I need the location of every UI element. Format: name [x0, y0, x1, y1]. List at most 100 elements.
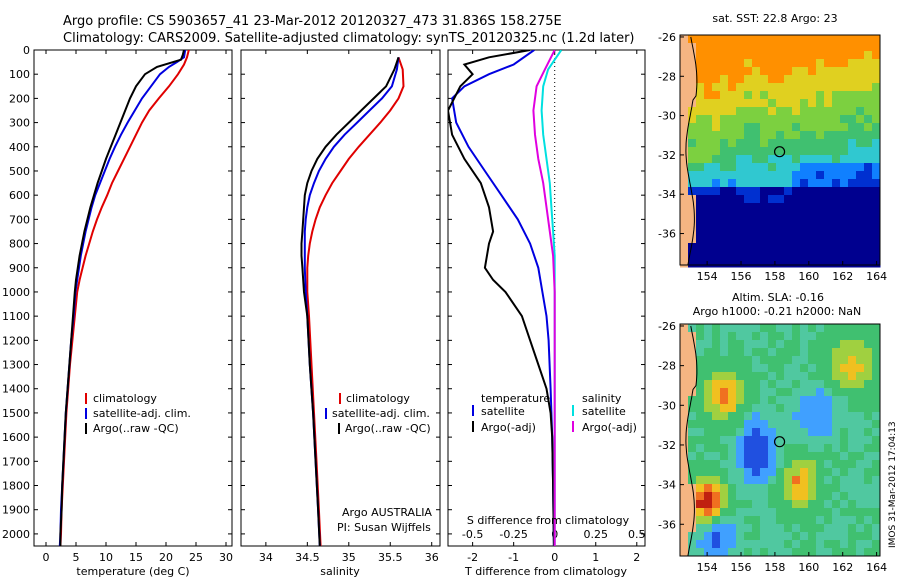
map-cell — [848, 51, 857, 60]
sla-heatmap — [680, 324, 881, 557]
map-cell — [728, 91, 737, 100]
map-cell — [800, 476, 809, 485]
map-cell — [688, 436, 697, 445]
map-cell — [824, 35, 833, 44]
map-cell — [712, 243, 721, 252]
map-cell — [704, 404, 713, 413]
map-cell — [864, 508, 873, 517]
map-cell — [792, 340, 801, 349]
map-cell — [768, 35, 777, 44]
map-cell — [776, 532, 785, 541]
map-cell — [712, 364, 721, 373]
map-cell — [760, 524, 769, 533]
map-cell — [704, 163, 713, 172]
map-cell — [736, 35, 745, 44]
map-cell — [728, 171, 737, 180]
map-cell — [848, 436, 857, 445]
map-cell — [792, 460, 801, 469]
map-cell — [864, 412, 873, 421]
map-cell — [808, 436, 817, 445]
map-cell — [728, 420, 737, 429]
map-cell — [696, 484, 705, 493]
map-cell — [776, 388, 785, 397]
map-cell — [824, 380, 833, 389]
map-cell — [856, 43, 865, 52]
map-cell — [744, 532, 753, 541]
map-cell — [848, 251, 857, 260]
map-cell — [712, 548, 721, 557]
map-cell — [712, 59, 721, 68]
map-cell — [872, 340, 881, 349]
map-cell — [848, 83, 857, 92]
lon-tick-label: 154 — [697, 270, 718, 283]
map-cell — [784, 67, 793, 76]
map-cell — [728, 203, 737, 212]
map-cell — [808, 99, 817, 108]
map-cell — [848, 532, 857, 541]
map-cell — [792, 380, 801, 389]
map-cell — [760, 332, 769, 341]
map-cell — [776, 251, 785, 260]
map-cell — [816, 332, 825, 341]
map-cell — [824, 235, 833, 244]
map-cell — [728, 147, 737, 156]
map-cell — [768, 219, 777, 228]
map-cell — [720, 83, 729, 92]
depth-tick-label: 1700 — [2, 455, 30, 468]
map-cell — [864, 179, 873, 188]
map-cell — [704, 211, 713, 220]
map-cell — [864, 420, 873, 429]
map-cell — [688, 412, 697, 421]
map-cell — [832, 203, 841, 212]
map-cell — [736, 67, 745, 76]
map-cell — [704, 420, 713, 429]
map-cell — [792, 532, 801, 541]
map-cell — [688, 332, 697, 341]
map-cell — [840, 123, 849, 132]
legend-temperature-heading: temperature — [481, 392, 550, 405]
map-cell — [792, 75, 801, 84]
map-cell — [840, 259, 849, 268]
map-cell — [832, 91, 841, 100]
map-cell — [720, 460, 729, 469]
map-cell — [808, 420, 817, 429]
map-cell — [680, 195, 689, 204]
map-cell — [856, 147, 865, 156]
map-cell — [680, 476, 689, 485]
map-cell — [728, 468, 737, 477]
map-cell — [832, 243, 841, 252]
map-cell — [736, 99, 745, 108]
map-cell — [816, 436, 825, 445]
depth-tick-label: 500 — [9, 165, 30, 178]
map-cell — [688, 492, 697, 501]
map-cell — [800, 500, 809, 509]
map-cell — [696, 500, 705, 509]
map-cell — [704, 356, 713, 365]
map-cell — [848, 187, 857, 196]
map-cell — [872, 35, 881, 44]
map-cell — [776, 83, 785, 92]
map-cell — [808, 356, 817, 365]
map-cell — [776, 356, 785, 365]
map-cell — [824, 436, 833, 445]
map-cell — [688, 404, 697, 413]
map-cell — [832, 460, 841, 469]
map-cell — [872, 67, 881, 76]
map-cell — [840, 444, 849, 453]
map-cell — [824, 123, 833, 132]
map-cell — [768, 187, 777, 196]
map-cell — [744, 51, 753, 60]
map-cell — [792, 211, 801, 220]
map-cell — [840, 492, 849, 501]
map-cell — [720, 532, 729, 541]
map-cell — [808, 452, 817, 461]
map-cell — [824, 540, 833, 549]
map-cell — [712, 219, 721, 228]
map-cell — [840, 155, 849, 164]
map-cell — [696, 243, 705, 252]
map-cell — [744, 468, 753, 477]
map-cell — [736, 340, 745, 349]
map-cell — [712, 259, 721, 268]
map-cell — [704, 372, 713, 381]
map-cell — [688, 179, 697, 188]
